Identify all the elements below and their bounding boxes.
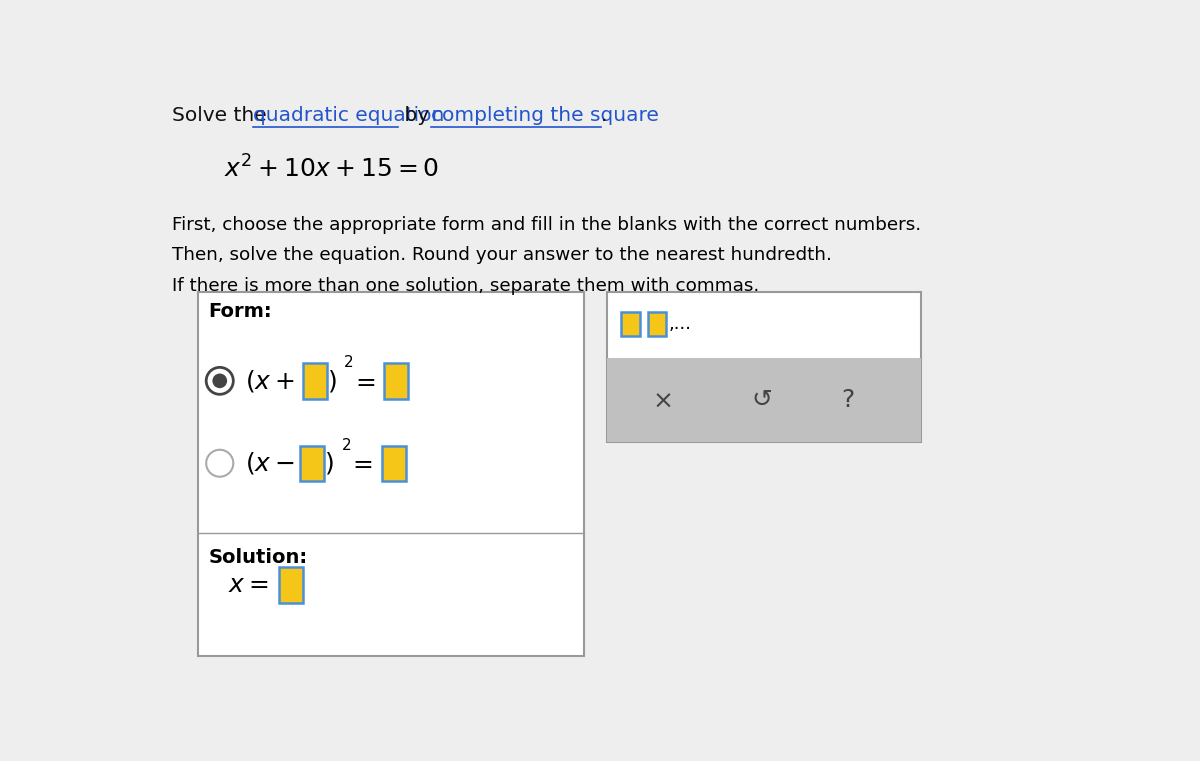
Text: If there is more than one solution, separate them with commas.: If there is more than one solution, sepa… — [172, 277, 758, 295]
Text: $=$: $=$ — [350, 369, 376, 393]
Text: $=$: $=$ — [348, 451, 373, 475]
Text: $2$: $2$ — [341, 437, 350, 453]
Text: .: . — [600, 106, 607, 125]
Text: completing the square: completing the square — [431, 106, 659, 125]
Text: ?: ? — [841, 388, 854, 412]
FancyBboxPatch shape — [382, 445, 406, 481]
Text: $x =$: $x =$ — [228, 573, 268, 597]
Text: $2$: $2$ — [343, 355, 353, 371]
Text: by: by — [398, 106, 436, 125]
Text: $(x -$: $(x -$ — [245, 451, 294, 476]
FancyBboxPatch shape — [302, 363, 326, 399]
Text: $(x +$: $(x +$ — [245, 368, 294, 394]
FancyBboxPatch shape — [622, 311, 640, 336]
Text: $\times$: $\times$ — [652, 388, 671, 412]
Text: Form:: Form: — [208, 302, 271, 321]
Text: ↺: ↺ — [751, 388, 773, 412]
Text: $)$: $)$ — [324, 451, 334, 476]
Text: Then, solve the equation. Round your answer to the nearest hundredth.: Then, solve the equation. Round your ans… — [172, 247, 832, 264]
Text: Solution:: Solution: — [208, 549, 307, 568]
Text: $x^2 + 10x + 15 = 0$: $x^2 + 10x + 15 = 0$ — [223, 155, 439, 183]
FancyBboxPatch shape — [384, 363, 408, 399]
FancyBboxPatch shape — [198, 292, 584, 656]
FancyBboxPatch shape — [607, 292, 922, 442]
Circle shape — [212, 374, 227, 388]
FancyBboxPatch shape — [300, 445, 324, 481]
FancyBboxPatch shape — [648, 311, 666, 336]
Circle shape — [206, 368, 233, 394]
Text: $)$: $)$ — [326, 368, 336, 394]
FancyBboxPatch shape — [607, 358, 922, 442]
FancyBboxPatch shape — [280, 567, 304, 603]
Text: First, choose the appropriate form and fill in the blanks with the correct numbe: First, choose the appropriate form and f… — [172, 215, 920, 234]
Text: Solve the: Solve the — [172, 106, 272, 125]
Text: quadratic equation: quadratic equation — [253, 106, 444, 125]
Text: ,...: ,... — [668, 315, 691, 333]
Circle shape — [206, 450, 233, 476]
